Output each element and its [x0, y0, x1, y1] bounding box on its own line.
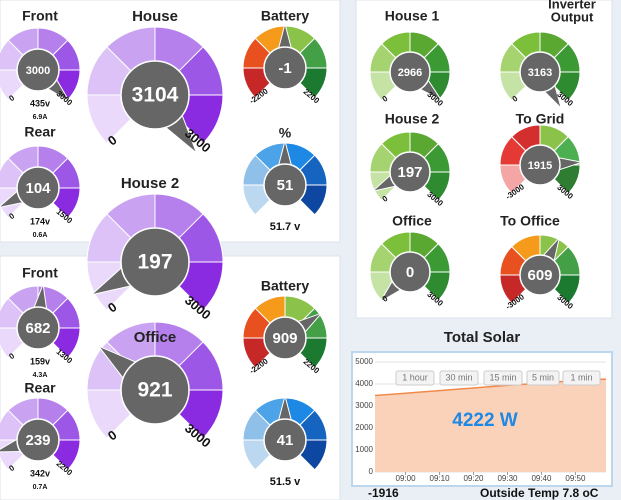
gauge-value: 1915: [528, 160, 552, 172]
gauge-value: 0: [406, 264, 414, 281]
gauge-value: 3104: [132, 84, 179, 107]
gauge-min: 0: [7, 211, 16, 221]
range-button[interactable]: [562, 370, 601, 386]
x-tick-label: 09:30: [497, 474, 518, 483]
y-tick-label: 5000: [355, 357, 373, 366]
range-button[interactable]: [483, 370, 523, 386]
gauge-sub: 174v: [30, 216, 50, 226]
gauge-title: House 2: [385, 111, 440, 127]
gauge-sub: 159v: [30, 356, 50, 366]
gauge-hub: [263, 46, 307, 90]
gauge-title: Office: [134, 329, 177, 346]
gauge-title: To Grid: [516, 111, 565, 127]
gauge-value: 3163: [528, 67, 552, 79]
y-tick-label: 1000: [355, 445, 373, 454]
y-tick-label: 3000: [355, 401, 373, 410]
chart-title: Total Solar: [444, 329, 521, 346]
range-button-label[interactable]: 1 hour: [402, 372, 428, 382]
y-tick-label: 0: [369, 467, 374, 476]
x-tick-label: 09:10: [430, 474, 451, 483]
annotation: 4222 W: [452, 410, 518, 431]
gauge-hub: [16, 166, 60, 210]
gauge-hub: [519, 254, 561, 296]
gauge-hub: [16, 418, 60, 462]
range-button[interactable]: [439, 370, 479, 386]
footer-left: -1916: [368, 486, 399, 500]
x-tick-label: 09:40: [531, 474, 552, 483]
gauge-hub: [120, 227, 190, 297]
gauge-value: 909: [272, 330, 297, 347]
gauge-title: Front: [22, 265, 58, 281]
range-button[interactable]: [526, 370, 560, 386]
gauge-sub: 51.7 v: [270, 221, 301, 233]
gauge-title: Battery: [261, 8, 309, 24]
gauge-title: Rear: [24, 124, 56, 140]
area-fill: [375, 379, 606, 472]
gauge-title: Inverter: [548, 0, 596, 11]
gauge-hub: [16, 48, 60, 92]
gauge-value: 51: [277, 177, 294, 194]
x-tick-label: 09:00: [396, 474, 417, 483]
gauge-value: 3000: [26, 65, 50, 77]
gauge-hub: [263, 316, 307, 360]
gauge-value: -1: [278, 60, 291, 77]
gauge-value: 197: [137, 251, 172, 274]
gauge-value: 239: [25, 432, 50, 449]
range-button-label[interactable]: 30 min: [445, 372, 472, 382]
range-button-label[interactable]: 5 min: [532, 372, 554, 382]
gauge-sub: 435v: [30, 98, 50, 108]
gauge-min: 0: [381, 94, 390, 104]
gauge-sub: 0.6A: [33, 232, 48, 239]
gauge-min: 0: [381, 294, 390, 304]
gauge-sub: 342v: [30, 468, 50, 478]
range-button-label[interactable]: 15 min: [489, 372, 516, 382]
gauge-title: Office: [392, 213, 432, 229]
gauge-hub: [263, 418, 307, 462]
gauge-title: Front: [22, 8, 58, 24]
gauge-hub: [519, 51, 561, 93]
gauge-hub: [389, 251, 431, 293]
gauge-hub: [389, 151, 431, 193]
gauge-hub: [16, 306, 60, 350]
gauge-value: 2966: [398, 67, 422, 79]
gauge-min: 0: [7, 351, 16, 361]
gauge-min: 0: [7, 93, 16, 103]
gauge-title: Battery: [261, 278, 309, 294]
gauge-title: Output: [551, 9, 594, 24]
gauge-value: 609: [527, 267, 552, 284]
gauge-value: 197: [397, 164, 422, 181]
gauge-hub: [120, 60, 190, 130]
gauge-hub: [389, 51, 431, 93]
gauge-value: 104: [25, 180, 51, 197]
y-tick-label: 4000: [355, 379, 373, 388]
gauge-value: 41: [277, 432, 294, 449]
gauge-sub: 4.3A: [33, 372, 48, 379]
gauge-hub: [263, 163, 307, 207]
gauge-title: Rear: [24, 380, 56, 396]
gauge-value: 682: [25, 320, 50, 337]
gauge-sub: 6.9A: [33, 114, 48, 121]
gauge-title: House 1: [385, 8, 440, 24]
gauge-min: 0: [7, 463, 16, 473]
gauge-title: To Office: [500, 213, 560, 229]
gauge-hub: [519, 144, 561, 186]
gauge-title: House: [132, 8, 178, 25]
gauge-sub: 51.5 v: [270, 476, 301, 488]
y-tick-label: 2000: [355, 423, 373, 432]
range-button[interactable]: [395, 370, 435, 386]
x-tick-label: 09:50: [565, 474, 586, 483]
x-tick-label: 09:20: [463, 474, 484, 483]
range-button-label[interactable]: 1 min: [570, 372, 592, 382]
gauge-title: House 2: [121, 175, 179, 192]
footer-right: Outside Temp 7.8 oC: [480, 486, 599, 500]
gauge-min: 0: [511, 94, 520, 104]
gauge-min: 0: [381, 194, 390, 204]
gauge-sub: 0.7A: [33, 484, 48, 491]
gauge-value: 921: [137, 379, 172, 402]
gauge-title: %: [279, 125, 292, 141]
gauge-hub: [120, 355, 190, 425]
